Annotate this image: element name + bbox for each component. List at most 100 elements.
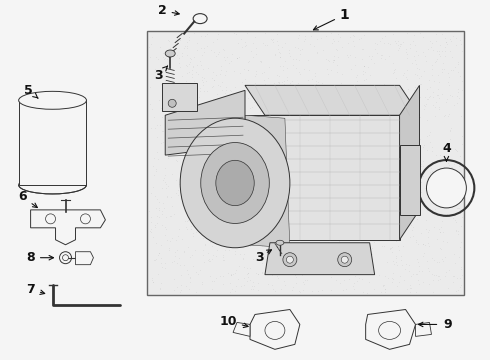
Point xyxy=(392,253,400,259)
Point xyxy=(344,127,352,132)
Point xyxy=(268,152,276,158)
Point xyxy=(214,91,221,96)
Point xyxy=(337,280,344,286)
Point xyxy=(419,279,427,284)
Point xyxy=(164,100,172,106)
Point xyxy=(363,76,370,82)
Point xyxy=(188,226,196,232)
Point xyxy=(170,287,178,292)
Point xyxy=(161,104,169,110)
Point xyxy=(387,216,395,222)
Point xyxy=(163,238,171,243)
Point xyxy=(390,144,397,150)
Point xyxy=(260,77,268,82)
Point xyxy=(376,204,384,210)
Point xyxy=(286,50,294,56)
Point xyxy=(185,184,193,189)
Point xyxy=(458,133,466,139)
Point xyxy=(286,103,294,109)
Point xyxy=(247,120,255,125)
Point xyxy=(358,225,366,231)
Point xyxy=(332,46,340,51)
Point xyxy=(430,224,438,230)
Point xyxy=(161,129,169,134)
Point xyxy=(361,69,369,75)
Point xyxy=(392,238,399,244)
Point xyxy=(322,161,330,167)
Ellipse shape xyxy=(19,176,86,194)
Point xyxy=(245,170,253,176)
Point xyxy=(167,194,175,200)
Point xyxy=(264,87,271,93)
Point xyxy=(184,183,192,188)
Point xyxy=(368,197,375,202)
Point xyxy=(189,263,197,269)
Point xyxy=(400,207,408,212)
Point xyxy=(380,243,388,249)
Point xyxy=(185,60,193,66)
Point xyxy=(377,216,385,222)
Point xyxy=(385,53,392,59)
Point xyxy=(323,238,331,243)
Point xyxy=(418,198,426,204)
Point xyxy=(294,197,302,203)
Point xyxy=(279,63,287,69)
Point xyxy=(167,116,174,122)
Point xyxy=(429,289,437,295)
Point xyxy=(178,200,186,206)
Point xyxy=(175,144,183,150)
Point xyxy=(295,120,303,125)
Point xyxy=(318,166,325,171)
Point xyxy=(231,270,239,275)
Point xyxy=(458,48,466,54)
Point xyxy=(366,72,374,78)
Point xyxy=(379,112,387,118)
Point xyxy=(265,85,272,91)
Point xyxy=(342,85,349,90)
Point xyxy=(225,221,233,227)
Point xyxy=(343,227,351,233)
Point xyxy=(182,132,190,138)
Point xyxy=(244,235,252,241)
Point xyxy=(168,93,176,99)
Point xyxy=(441,66,448,72)
Point xyxy=(350,286,358,292)
Point xyxy=(198,74,206,80)
Point xyxy=(298,147,306,153)
Point xyxy=(201,117,209,122)
Point xyxy=(453,275,461,280)
Point xyxy=(282,268,290,274)
Point xyxy=(384,238,392,243)
Point xyxy=(350,132,358,138)
Point xyxy=(292,242,300,248)
Point xyxy=(150,257,158,262)
Point xyxy=(236,100,244,106)
Point xyxy=(334,198,342,204)
Point xyxy=(327,67,335,73)
Point xyxy=(369,270,377,275)
Point xyxy=(338,44,346,50)
Point xyxy=(200,45,208,50)
Point xyxy=(321,152,329,157)
Point xyxy=(231,84,239,90)
Point xyxy=(412,171,420,177)
Point xyxy=(147,41,154,47)
Point xyxy=(161,225,169,230)
Point xyxy=(153,122,161,128)
Point xyxy=(201,33,209,39)
Point xyxy=(257,58,265,64)
Point xyxy=(292,130,300,135)
Point xyxy=(202,78,210,84)
Point xyxy=(280,78,288,84)
Point xyxy=(319,47,327,53)
Point xyxy=(368,245,376,251)
Point xyxy=(412,111,420,116)
Point xyxy=(444,113,452,119)
Point xyxy=(396,44,404,49)
Point xyxy=(220,46,227,51)
Point xyxy=(240,255,247,261)
Point xyxy=(194,271,202,276)
Point xyxy=(355,112,363,118)
Point xyxy=(196,58,204,64)
Circle shape xyxy=(63,255,69,261)
